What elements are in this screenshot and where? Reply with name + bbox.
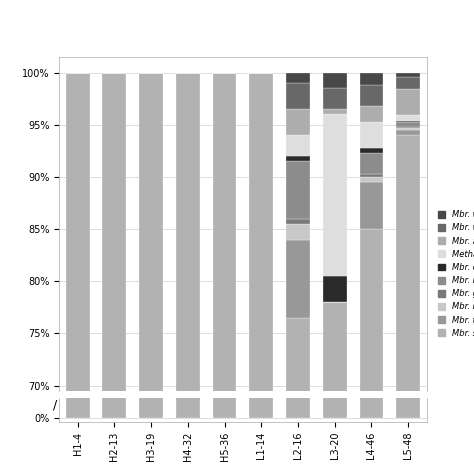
Bar (176, 73, 200, 474)
Bar (286, 0, 310, 419)
Bar (286, 219, 310, 224)
Bar (323, 73, 346, 88)
Bar (213, 73, 237, 474)
Bar (396, 77, 420, 89)
Bar (360, 153, 383, 174)
Bar (102, 0, 126, 419)
Bar (360, 148, 383, 153)
Bar (176, 0, 200, 419)
Bar (249, 0, 273, 419)
Bar (139, 73, 163, 474)
Bar (360, 174, 383, 177)
Bar (360, 106, 383, 122)
Bar (396, 120, 420, 122)
Bar (396, 0, 420, 419)
Bar (66, 0, 90, 419)
Bar (396, 89, 420, 115)
Bar (360, 177, 383, 182)
Bar (249, 73, 273, 474)
Text: /: / (54, 398, 58, 411)
Bar (323, 276, 346, 302)
Bar (139, 0, 163, 419)
Bar (286, 224, 310, 239)
Bar (360, 0, 383, 419)
Bar (396, 115, 420, 120)
Bar (66, 73, 90, 474)
Bar (286, 161, 310, 219)
Bar (286, 109, 310, 135)
Bar (102, 73, 126, 474)
Bar (286, 135, 310, 156)
Bar (323, 88, 346, 109)
Bar (396, 135, 420, 474)
Bar (360, 182, 383, 229)
Legend: Mbr. wolinii, Mbr. woesei, Mbr. arboriphilus, Methanosphaera stadtmanae, Mbr. ol: Mbr. wolinii, Mbr. woesei, Mbr. arboriph… (435, 207, 474, 341)
Bar (360, 85, 383, 106)
Bar (286, 239, 310, 318)
Bar (286, 73, 310, 83)
Bar (323, 0, 346, 419)
Bar (396, 128, 420, 130)
Bar (360, 229, 383, 474)
Bar (213, 0, 237, 419)
Bar (323, 302, 346, 474)
Bar (286, 83, 310, 109)
Bar (396, 130, 420, 135)
Bar (360, 73, 383, 85)
Bar (360, 122, 383, 148)
Bar (396, 73, 420, 77)
Bar (286, 318, 310, 474)
Bar (323, 109, 346, 114)
Bar (396, 122, 420, 127)
Bar (396, 127, 420, 128)
Bar (286, 156, 310, 161)
Bar (323, 114, 346, 276)
